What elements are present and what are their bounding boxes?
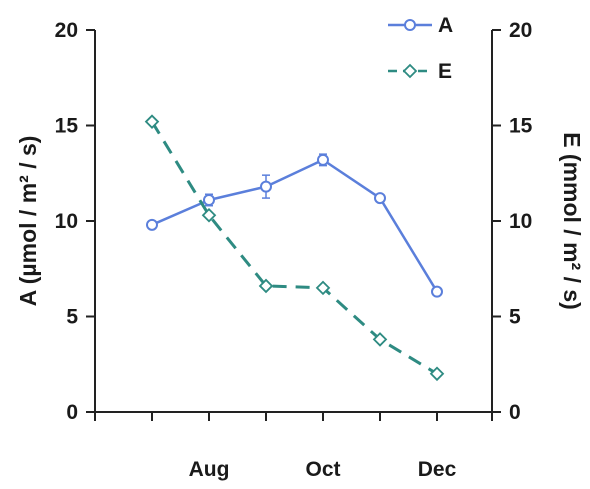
left-y-axis-title: A (µmol / m² / s) <box>15 136 41 307</box>
x-axis: Aug Oct Dec <box>88 411 498 481</box>
series-a <box>146 153 443 298</box>
x-tick-labels: Aug Oct Dec <box>189 458 457 481</box>
series-line-e <box>150 120 438 376</box>
x-tick-label: Oct <box>305 458 340 481</box>
right-y-axis-title: E (mmol / m² / s) <box>559 132 585 310</box>
data-point <box>260 180 272 193</box>
data-point <box>317 153 329 166</box>
left-y-tick-label: 5 <box>66 306 78 329</box>
series-layer <box>144 114 445 382</box>
data-point <box>203 193 215 206</box>
data-point <box>374 192 386 205</box>
right-y-axis: 0 5 10 15 20 E (mmol / m² / s) <box>491 19 585 424</box>
data-point <box>429 366 445 382</box>
left-y-tick-label: 15 <box>55 115 79 138</box>
data-point <box>315 280 331 296</box>
left-y-tick-label: 10 <box>55 210 78 233</box>
right-y-tick-label: 5 <box>509 306 521 329</box>
data-point <box>258 278 274 294</box>
right-y-tick-label: 15 <box>509 115 533 138</box>
x-ticks <box>94 412 493 421</box>
data-point <box>431 285 443 298</box>
data-point <box>372 332 388 347</box>
x-tick-label: Aug <box>189 458 230 481</box>
legend-entry-a: A <box>388 14 453 37</box>
x-tick-label: Dec <box>418 458 457 481</box>
series-e <box>144 114 445 382</box>
right-y-tick-label: 10 <box>509 210 532 233</box>
data-point <box>201 207 217 223</box>
right-y-tick-label: 0 <box>509 401 521 424</box>
left-y-axis: 0 5 10 15 20 A (µmol / m² / s) <box>15 19 96 424</box>
right-y-ticks: 0 5 10 15 20 <box>492 19 533 424</box>
data-point <box>146 218 158 231</box>
legend-marker-e <box>402 63 418 79</box>
data-point <box>144 114 160 129</box>
legend-label-a: A <box>438 14 453 37</box>
left-y-ticks: 0 5 10 15 20 <box>55 19 95 424</box>
left-y-tick-label: 20 <box>55 19 78 42</box>
legend-entry-e: E <box>388 60 452 83</box>
legend-marker-a <box>404 19 416 31</box>
legend-label-e: E <box>438 60 452 83</box>
right-y-tick-label: 20 <box>509 19 532 42</box>
series-line-a <box>151 158 439 293</box>
legend: A E <box>388 14 453 83</box>
left-y-tick-label: 0 <box>66 401 78 424</box>
